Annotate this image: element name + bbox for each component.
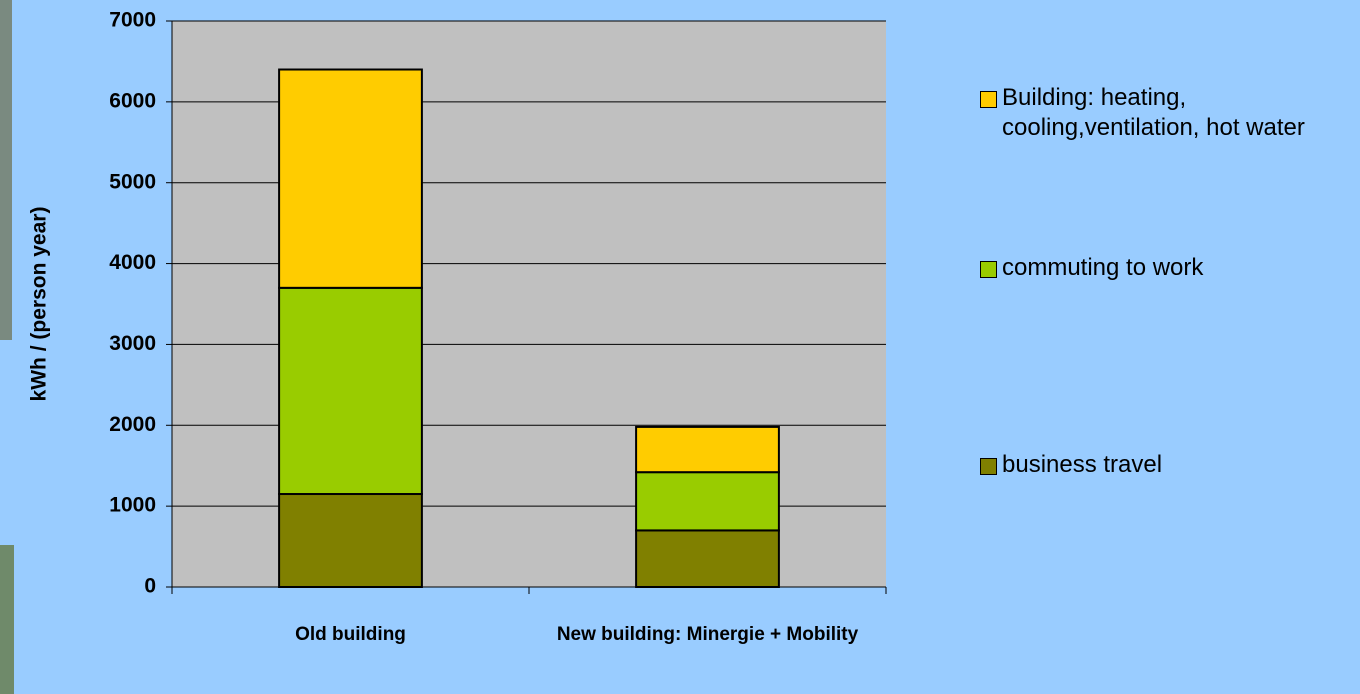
bar-segment	[278, 286, 423, 496]
y-tick-label: 1000	[109, 494, 156, 517]
legend-swatch	[980, 458, 997, 475]
bar-segment	[278, 493, 423, 588]
background-photo	[0, 0, 12, 340]
y-tick-label: 7000	[109, 9, 156, 32]
bar-segment	[635, 529, 780, 589]
y-tick-label: 3000	[109, 332, 156, 355]
y-tick-label: 6000	[109, 89, 156, 112]
legend-label: Building: heating, cooling,ventilation, …	[1002, 84, 1305, 141]
legend-label: commuting to work	[1002, 254, 1204, 281]
y-tick-label: 5000	[109, 170, 156, 193]
x-tick-label: New building: Minergie + Mobility	[556, 624, 859, 645]
legend-label: business travel	[1002, 451, 1163, 478]
bar-segment	[635, 471, 780, 532]
y-tick-label: 0	[144, 575, 156, 598]
background-photo	[0, 545, 14, 694]
y-axis-label: kWh / (person year)	[28, 207, 51, 402]
y-tick-label: 2000	[109, 413, 156, 436]
legend-swatch	[980, 91, 997, 108]
bar-segment	[635, 425, 780, 474]
y-tick-label: 4000	[109, 251, 156, 274]
legend-swatch	[980, 261, 997, 278]
x-tick-label: Old building	[295, 624, 406, 645]
bar-segment	[278, 68, 423, 289]
